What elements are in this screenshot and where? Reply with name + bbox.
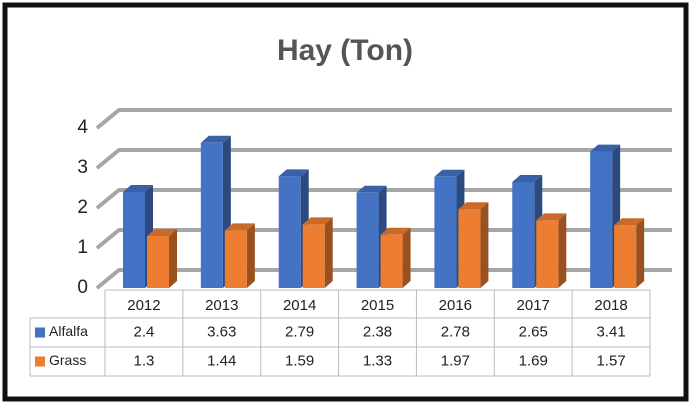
x-tick-label: 2018 — [594, 297, 627, 314]
x-tick-label: 2013 — [205, 297, 238, 314]
grid-line — [95, 188, 672, 210]
bar — [458, 209, 481, 288]
bar-top — [590, 144, 621, 152]
bar — [356, 192, 379, 288]
bar-top — [123, 185, 153, 192]
legend-label: Grass — [49, 352, 86, 368]
bar-side — [636, 218, 645, 288]
table-value: 2.4 — [133, 323, 154, 340]
bar-top — [147, 229, 177, 236]
bar — [590, 151, 613, 288]
bar-top — [356, 185, 387, 193]
table-value: 2.65 — [519, 323, 548, 340]
bar-top — [380, 227, 411, 235]
bar — [278, 176, 301, 288]
x-tick-label: 2015 — [361, 297, 394, 314]
table-value: 1.97 — [441, 352, 470, 369]
bar-side — [246, 223, 255, 288]
bar-top — [224, 223, 255, 231]
bar-top — [458, 202, 489, 210]
table-value: 3.63 — [207, 323, 236, 340]
bar — [536, 220, 559, 288]
bar-side — [169, 229, 177, 288]
bar-top — [200, 135, 231, 143]
table-value: 1.59 — [285, 352, 314, 369]
table-value: 1.44 — [207, 352, 236, 369]
table-value: 2.38 — [363, 323, 392, 340]
x-tick-label: 2016 — [439, 297, 472, 314]
y-tick-label: 3 — [77, 157, 88, 178]
bar-side — [324, 217, 333, 288]
table-value: 1.3 — [133, 352, 154, 369]
bar-side — [480, 202, 489, 288]
table-value: 1.69 — [519, 352, 548, 369]
x-tick-label: 2012 — [127, 297, 160, 314]
bar — [224, 230, 247, 288]
y-tick-label: 1 — [77, 237, 88, 258]
legend-label: Alfalfa — [49, 323, 88, 339]
bar — [512, 182, 535, 288]
bar — [200, 142, 223, 288]
bar-top — [536, 213, 567, 221]
table-value: 3.41 — [596, 323, 625, 340]
bar — [147, 236, 169, 288]
grid-line — [95, 148, 672, 170]
bar — [380, 234, 403, 288]
bar — [434, 176, 457, 288]
bar-top — [302, 217, 333, 225]
y-tick-label: 4 — [77, 117, 88, 138]
bar-top — [278, 169, 309, 177]
bar-top — [434, 169, 465, 177]
table-value: 2.79 — [285, 323, 314, 340]
y-tick-label: 0 — [77, 277, 88, 298]
table-value: 2.78 — [441, 323, 470, 340]
legend-key — [35, 327, 45, 338]
bar — [123, 192, 145, 288]
bar-top — [512, 175, 543, 182]
bar — [614, 225, 637, 288]
y-tick-label: 2 — [77, 197, 88, 218]
bar-side — [402, 227, 411, 288]
bar-side — [558, 213, 567, 288]
table-value: 1.57 — [596, 352, 625, 369]
x-tick-label: 2014 — [283, 297, 316, 314]
x-tick-label: 2017 — [517, 297, 550, 314]
bar — [302, 224, 325, 288]
chart-title: Hay (Ton) — [277, 34, 413, 67]
bar-top — [614, 218, 645, 226]
grid-line — [95, 108, 672, 130]
table-value: 1.33 — [363, 352, 392, 369]
legend-key — [35, 356, 45, 367]
